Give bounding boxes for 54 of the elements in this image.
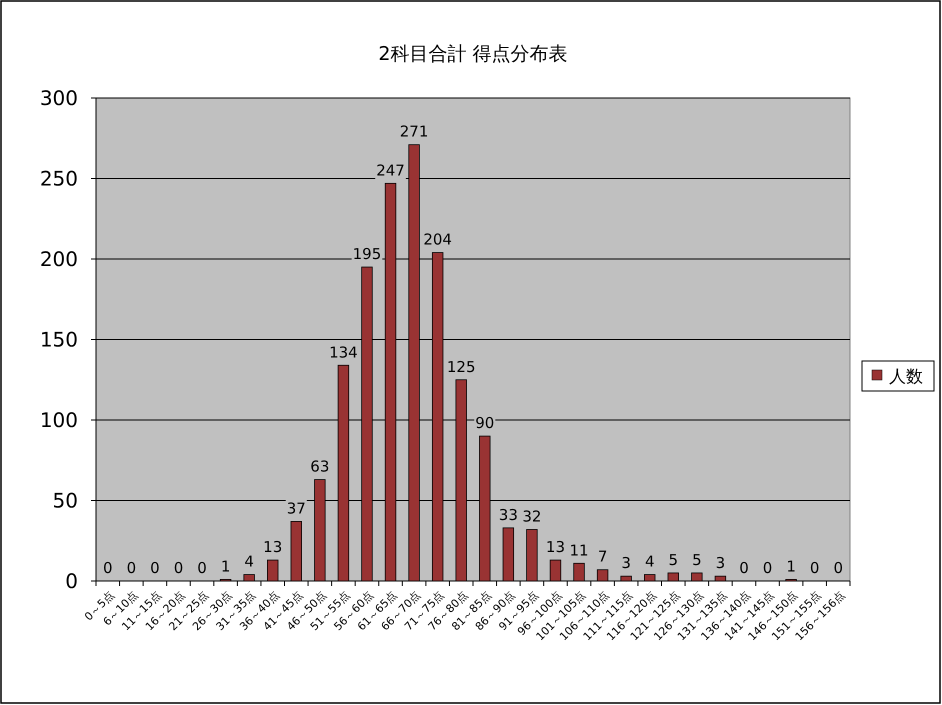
data-label: 0: [762, 559, 772, 577]
data-label: 0: [739, 559, 749, 577]
data-label: 3: [716, 554, 726, 572]
y-tick-label: 200: [40, 247, 78, 271]
data-label: 7: [598, 548, 608, 566]
data-label: 125: [446, 358, 476, 376]
data-label: 90: [475, 414, 494, 432]
bar: [243, 574, 255, 582]
bar: [267, 560, 278, 582]
data-label: 0: [126, 559, 136, 577]
data-label: 32: [522, 507, 542, 526]
data-label: 0: [197, 559, 207, 577]
legend-label: 人数: [889, 367, 923, 387]
data-label: 195: [352, 245, 382, 264]
y-tick-label: 100: [40, 408, 78, 432]
data-label: 63: [310, 458, 330, 476]
data-label: 5: [692, 550, 702, 569]
y-tick-label: 300: [40, 86, 78, 110]
bar: [502, 527, 514, 582]
data-label: 1: [220, 557, 230, 576]
bar: [596, 569, 608, 582]
bar: [644, 574, 656, 582]
data-label: 0: [103, 559, 113, 577]
bar: [620, 576, 632, 582]
data-label: 13: [263, 538, 282, 556]
data-label: 13: [546, 538, 566, 556]
bar: [526, 529, 538, 582]
data-label: 1: [786, 557, 796, 576]
bar: [668, 572, 679, 582]
bar: [290, 521, 302, 582]
data-label: 4: [644, 552, 654, 571]
data-label: 4: [244, 552, 254, 571]
data-label: 271: [400, 122, 428, 141]
bar: [550, 560, 562, 582]
data-label: 37: [286, 499, 306, 518]
bar: [714, 576, 726, 582]
data-label: 5: [668, 550, 678, 569]
y-tick-label: 150: [40, 328, 78, 352]
data-label: 11: [569, 541, 589, 560]
data-label: 3: [621, 554, 631, 572]
bar: [691, 572, 703, 582]
data-label: 134: [329, 343, 358, 362]
data-label: 0: [174, 559, 184, 577]
bar: [573, 562, 585, 582]
chart-title: 2科目合計 得点分布表: [378, 43, 568, 65]
y-tick-label: 250: [40, 166, 78, 190]
data-label: 0: [150, 559, 160, 577]
y-tick-label: 0: [65, 569, 78, 593]
data-label: 33: [498, 506, 518, 524]
data-label: 0: [810, 559, 820, 577]
data-label: 0: [833, 559, 843, 577]
data-label: 204: [423, 230, 452, 249]
y-tick-label: 50: [52, 488, 78, 512]
data-label: 247: [376, 161, 405, 180]
